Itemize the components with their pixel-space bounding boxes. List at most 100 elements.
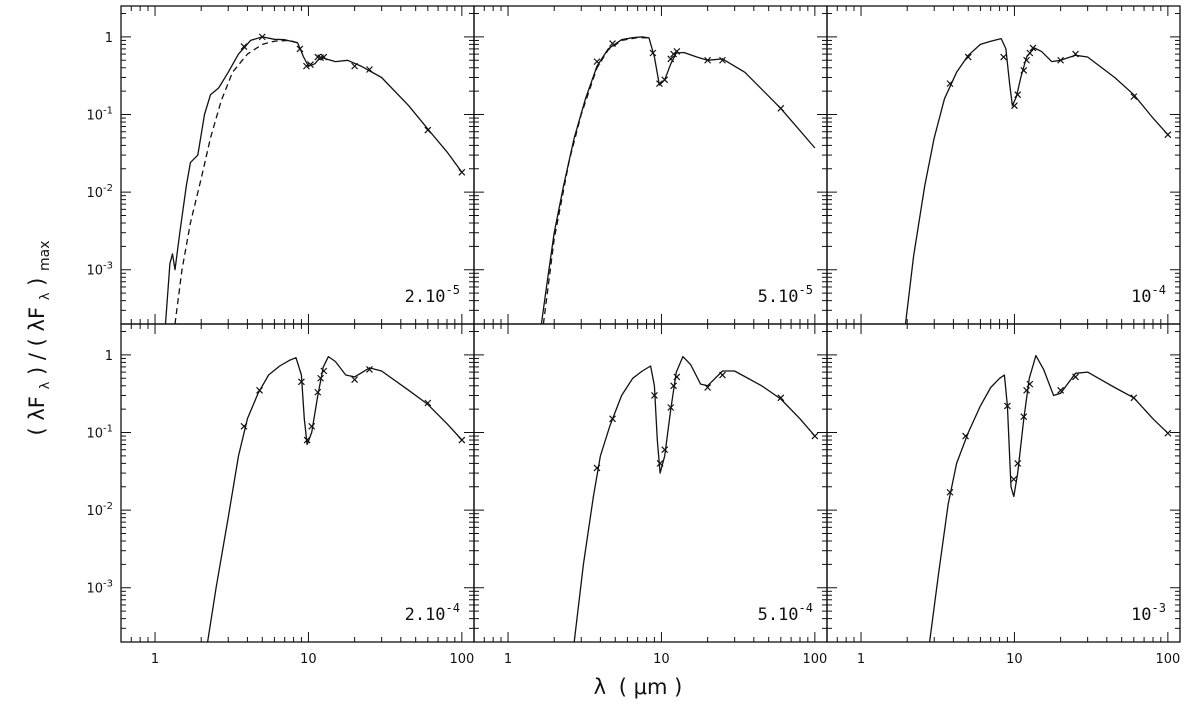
data-marker xyxy=(656,459,664,467)
data-marker xyxy=(1029,44,1037,52)
solid-curve xyxy=(928,354,1169,642)
data-marker xyxy=(649,49,657,57)
data-marker xyxy=(1164,131,1172,139)
x-tick-label: 100 xyxy=(449,652,474,667)
x-axis-title: λ ( μm ) xyxy=(594,675,683,699)
data-marker xyxy=(777,104,785,112)
y-axis-denominator: λF xyxy=(25,307,49,332)
data-marker xyxy=(593,58,601,66)
y-axis-paren-3: ( xyxy=(25,338,49,346)
y-axis-paren-1: ( xyxy=(25,427,49,435)
y-axis-numerator: λF xyxy=(25,396,49,421)
data-marker xyxy=(458,168,466,176)
data-marker xyxy=(667,404,675,411)
data-marker xyxy=(1023,386,1031,394)
data-marker xyxy=(366,66,373,73)
data-marker xyxy=(1023,56,1031,64)
x-tick-label: 1 xyxy=(857,652,865,667)
data-marker xyxy=(1020,66,1028,74)
data-marker xyxy=(661,76,669,84)
data-marker xyxy=(1003,402,1011,410)
dashed-curve xyxy=(542,36,650,324)
solid-curve xyxy=(573,355,816,642)
data-marker xyxy=(946,488,954,496)
x-tick-label: 1 xyxy=(151,652,159,667)
data-marker xyxy=(1020,413,1028,421)
panel-frame xyxy=(473,5,828,325)
panel-frame xyxy=(120,323,475,643)
y-axis-paren-2: ) xyxy=(25,367,49,375)
data-marker xyxy=(1130,394,1138,402)
data-marker xyxy=(1026,380,1034,388)
data-marker xyxy=(256,386,263,394)
data-marker xyxy=(964,53,972,61)
panel-label: 2.10-4 xyxy=(405,601,460,625)
data-marker xyxy=(719,371,726,379)
data-marker xyxy=(946,80,954,88)
y-tick-label: 1 xyxy=(105,31,113,46)
data-marker xyxy=(673,47,681,55)
data-marker xyxy=(296,45,304,53)
data-marker xyxy=(302,62,310,70)
panels-grid: 1 10-1 10-2 10-3 2.10-5 5.10-5 10-4 1 10 100 1 10-1… xyxy=(86,5,1181,667)
panel-curves xyxy=(540,36,816,324)
data-marker xyxy=(609,415,616,423)
x-tick-label: 100 xyxy=(802,652,827,667)
x-axis-paren-close: ) xyxy=(674,675,682,699)
solid-curve xyxy=(206,355,463,642)
panel-3: 10-4 xyxy=(826,5,1181,325)
y-tick-label: 1 xyxy=(105,349,113,364)
panel-4: 1 10 100 1 10-1 10-2 10-3 2.10-4 xyxy=(86,323,475,667)
data-marker xyxy=(320,367,328,375)
x-axis-unit: μm xyxy=(634,675,668,699)
data-marker xyxy=(1130,93,1138,101)
data-marker xyxy=(673,373,681,381)
panel-1: 1 10-1 10-2 10-3 2.10-5 xyxy=(86,5,475,325)
y-axis-title: ( λF λ ) / ( λF λ ) max xyxy=(25,240,54,435)
y-tick-label: 10-2 xyxy=(86,183,113,201)
panel-label: 5.10-4 xyxy=(758,601,813,625)
data-marker xyxy=(655,80,663,88)
y-axis-sub-2: λ xyxy=(38,292,53,300)
panel-frame xyxy=(120,5,475,325)
x-tick-label: 10 xyxy=(653,652,670,667)
panel-frame xyxy=(826,5,1181,325)
data-marker xyxy=(1072,373,1079,381)
data-marker xyxy=(1011,102,1018,110)
data-marker xyxy=(314,388,322,396)
data-marker xyxy=(1014,459,1022,467)
data-marker xyxy=(777,394,785,402)
data-marker xyxy=(650,392,658,399)
data-marker xyxy=(962,432,969,440)
data-marker xyxy=(1057,386,1065,394)
data-marker xyxy=(609,40,616,48)
y-tick-label: 10-3 xyxy=(86,579,113,597)
data-marker xyxy=(351,62,359,70)
panel-5: 1 10 100 5.10-4 xyxy=(473,323,828,667)
solid-curve xyxy=(904,37,1169,324)
y-tick-label: 10-3 xyxy=(86,261,113,279)
data-marker xyxy=(667,55,675,63)
data-marker xyxy=(240,43,248,51)
data-marker xyxy=(670,382,678,390)
panel-label: 10-4 xyxy=(1131,283,1166,307)
panel-frame xyxy=(826,323,1181,643)
data-marker xyxy=(258,33,266,41)
data-marker xyxy=(240,422,248,430)
panel-label: 5.10-5 xyxy=(758,283,813,307)
panel-6: 1 10 100 10-3 xyxy=(826,323,1181,667)
x-axis-lambda: λ xyxy=(594,675,606,699)
data-marker xyxy=(308,422,316,430)
panel-2: 5.10-5 xyxy=(473,5,828,325)
x-tick-label: 100 xyxy=(1155,652,1180,667)
data-marker xyxy=(317,374,325,382)
solid-curve xyxy=(540,36,816,324)
data-marker xyxy=(424,399,432,407)
y-tick-label: 10-2 xyxy=(86,501,113,519)
panel-label: 10-3 xyxy=(1131,601,1166,625)
y-axis-paren-4: ) xyxy=(25,278,49,286)
data-marker xyxy=(1164,429,1172,437)
data-marker xyxy=(351,376,359,384)
y-tick-label: 10-1 xyxy=(86,106,113,124)
